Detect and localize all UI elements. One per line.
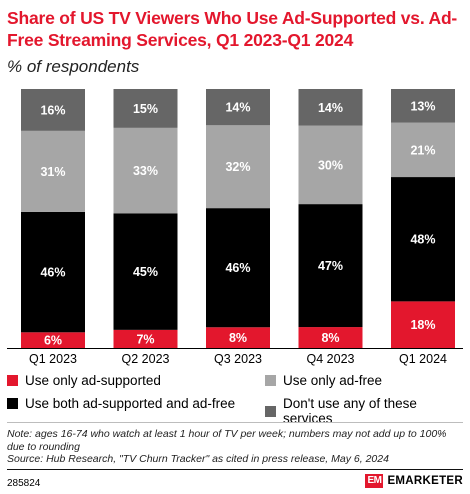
bar-both-q4-2023 [298,204,363,328]
legend-label-ad-free: Use only ad-free [283,373,383,388]
data-label-ad_supported-q4-2023: 8% [321,331,339,345]
data-label-ad_free-q2-2023: 33% [133,164,158,178]
data-label-ad_supported-q3-2023: 8% [229,331,247,345]
note-divider [7,422,463,423]
legend-swatch-none [265,405,276,417]
data-label-ad_free-q3-2023: 32% [225,160,250,174]
data-label-ad_supported-q2-2023: 7% [136,332,154,346]
legend-label-both: Use both ad-supported and ad-free [25,396,236,411]
data-label-both-q1-2024: 48% [410,233,435,247]
chart-subtitle: % of respondents [7,57,140,76]
chart-id: 285824 [7,478,41,489]
bar-ad_free-q3-2023 [206,125,270,209]
x-tick-label: Q1 2023 [29,352,77,366]
stacked-bar-chart: 6% 46% 31% 16% Q1 2023 7% 45% 33% 15% Q2 2023 8% 46… [7,89,463,366]
legend-swatch-both [7,398,18,409]
bar-both-q2-2023 [113,213,178,330]
data-label-ad_free-q1-2023: 31% [40,165,65,179]
x-tick-label: Q3 2023 [214,352,262,366]
brand-mark: EM [365,474,384,488]
bar-ad_free-q1-2023 [21,130,85,212]
data-label-ad_supported-q1-2024: 18% [410,318,435,332]
bar-ad_free-q2-2023 [113,127,178,214]
bar-ad_free-q1-2024 [391,122,455,178]
data-label-ad_free-q1-2024: 21% [410,143,435,157]
legend-label-ad-supported: Use only ad-supported [25,373,161,388]
source-text: Source: Hub Research, "TV Churn Tracker"… [7,453,389,465]
legend-item-ad-supported: Use only ad-supported [7,373,161,388]
legend-item-ad-free: Use only ad-free [265,373,382,388]
bar-both-q1-2023 [21,211,85,333]
notes: Note: ages 16-74 who watch at least 1 ho… [7,428,465,466]
bar-both-q1-2024 [391,177,455,302]
data-label-both-q1-2023: 46% [40,266,65,280]
footer-divider [7,469,463,470]
bar-ad_supported-q3-2023 [206,327,270,348]
x-tick-label: Q4 2023 [307,352,355,366]
legend-swatch-ad-free [265,375,276,386]
data-label-both-q4-2023: 47% [318,259,343,273]
data-label-both-q3-2023: 46% [225,261,250,275]
legend-item-both: Use both ad-supported and ad-free [7,396,235,411]
x-tick-label: Q1 2024 [399,352,447,366]
bar-none-q3-2023 [206,89,270,126]
data-label-ad_supported-q1-2023: 6% [44,334,62,348]
data-label-none-q1-2024: 13% [410,99,435,113]
chart-title: Share of US TV Viewers Who Use Ad-Suppor… [7,8,458,50]
bar-ad_supported-q4-2023 [298,327,363,348]
data-label-none-q1-2023: 16% [40,103,65,117]
data-label-none-q3-2023: 14% [225,101,250,115]
bar-ad_supported-q1-2023 [21,332,85,348]
x-tick-label: Q2 2023 [122,352,170,366]
brand-logo: EM EMARKETER [365,474,463,488]
bar-ad_free-q4-2023 [298,125,363,205]
note-text: Note: ages 16-74 who watch at least 1 ho… [7,428,447,453]
bar-ad_supported-q2-2023 [113,329,178,348]
bar-both-q3-2023 [206,208,270,328]
data-label-none-q4-2023: 14% [318,101,343,115]
bar-none-q2-2023 [113,89,178,128]
legend-swatch-ad-supported [7,375,18,386]
data-label-none-q2-2023: 15% [133,102,158,116]
bar-none-q1-2023 [21,89,85,131]
data-label-ad_free-q4-2023: 30% [318,158,343,172]
bar-none-q1-2024 [391,89,455,123]
bar-none-q4-2023 [298,89,363,126]
brand-name: EMARKETER [387,475,463,487]
bar-ad_supported-q1-2024 [391,301,455,348]
data-label-both-q2-2023: 45% [133,265,158,279]
